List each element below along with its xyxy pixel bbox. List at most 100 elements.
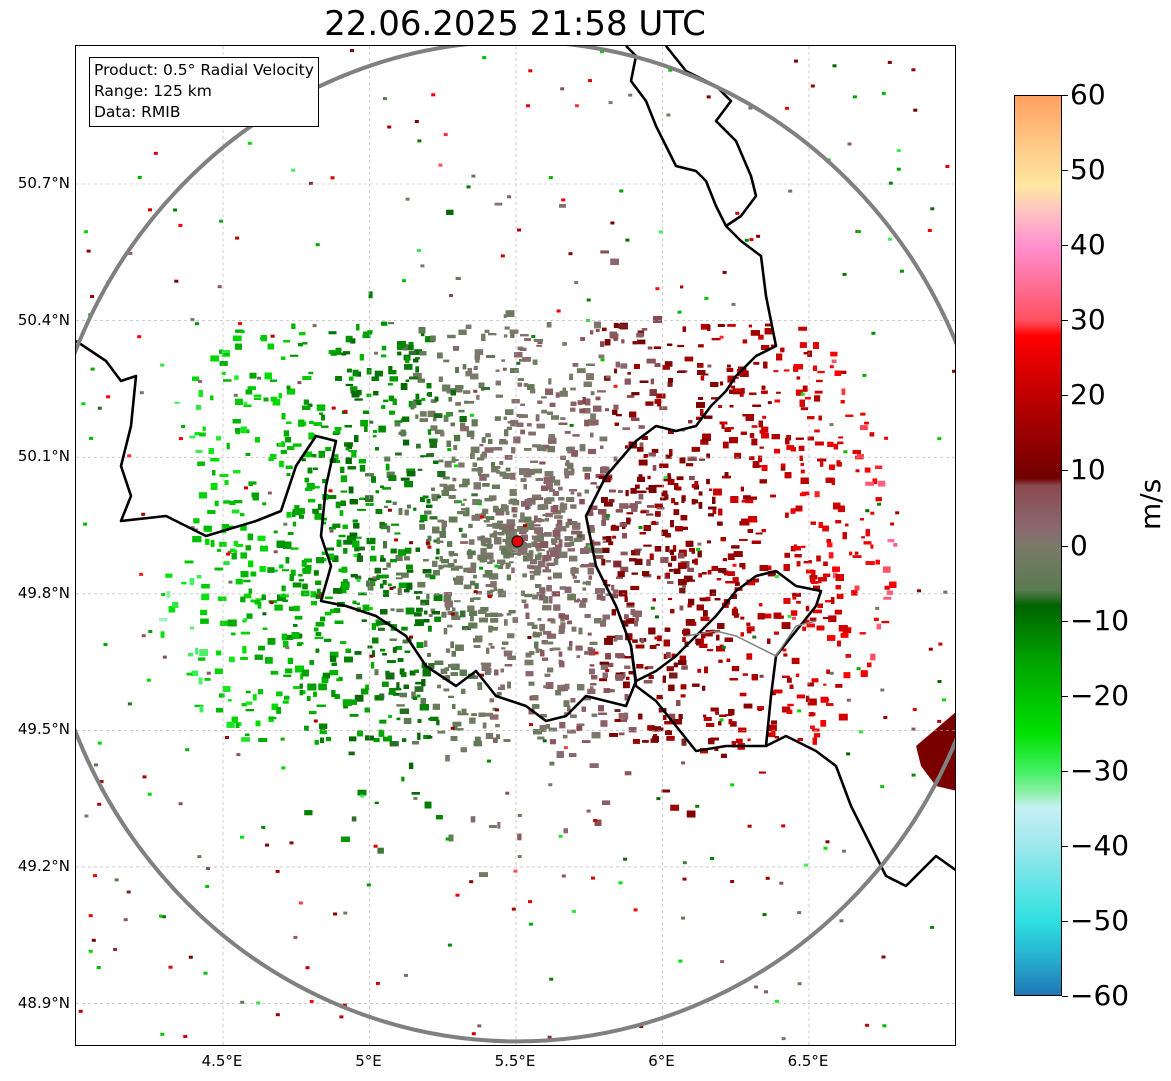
echo-gate <box>374 801 379 804</box>
echo-gate <box>626 605 635 608</box>
echo-gate <box>308 711 317 715</box>
echo-gate <box>614 368 618 374</box>
echo-gate <box>380 648 386 652</box>
echo-gate <box>654 546 662 552</box>
echo-gate <box>555 690 562 696</box>
echo-gate <box>730 721 737 727</box>
echo-gate <box>471 493 478 497</box>
echo-gate <box>547 445 555 453</box>
echo-gate <box>605 560 611 563</box>
echo-gate <box>394 420 403 423</box>
echo-gate <box>500 684 505 691</box>
echo-gate <box>420 514 428 521</box>
echo-gate <box>191 670 199 677</box>
echo-gate <box>374 370 383 377</box>
echo-gate <box>497 565 504 570</box>
echo-gate <box>800 469 805 474</box>
echo-gate <box>604 501 613 507</box>
echo-gate <box>343 704 348 709</box>
echo-gate <box>215 707 224 713</box>
echo-gate <box>747 738 751 742</box>
echo-gate <box>553 604 561 611</box>
echo-gate <box>673 509 680 516</box>
echo-gate <box>415 681 424 685</box>
echo-gate <box>838 436 844 439</box>
echo-gate <box>354 694 364 702</box>
echo-gate <box>882 566 891 573</box>
echo-gate <box>656 575 661 580</box>
echo-gate <box>347 466 357 470</box>
echo-gate <box>795 673 800 677</box>
echo-gate <box>372 434 377 438</box>
echo-gate <box>357 508 367 511</box>
echo-gate <box>602 476 611 483</box>
echo-gate <box>816 379 823 383</box>
echo-gate <box>787 703 794 707</box>
echo-gate <box>408 762 414 769</box>
echo-gate <box>802 385 808 392</box>
echo-gate <box>396 346 406 350</box>
echo-gate <box>570 491 575 495</box>
echo-gate <box>557 684 566 692</box>
echo-gate <box>490 581 497 588</box>
echo-gate <box>426 593 430 600</box>
echo-gate <box>396 717 401 721</box>
echo-gate <box>559 721 566 729</box>
echo-gate <box>733 606 737 613</box>
echo-gate <box>443 485 452 491</box>
echo-gate <box>455 276 461 280</box>
echo-gate <box>478 609 487 614</box>
echo-gate <box>833 443 839 450</box>
echo-gate <box>613 322 619 329</box>
echo-gate <box>582 466 592 472</box>
echo-gate <box>546 562 556 566</box>
echo-gate <box>718 659 723 663</box>
echo-gate <box>303 451 313 458</box>
echo-gate <box>727 375 736 383</box>
echo-gate <box>570 698 576 703</box>
echo-gate <box>397 588 402 596</box>
echo-gate <box>816 555 821 562</box>
echo-gate <box>282 700 289 704</box>
echo-gate <box>467 400 474 404</box>
echo-gate <box>254 654 263 660</box>
echo-gate <box>579 498 585 505</box>
echo-gate <box>386 562 391 568</box>
echo-gate <box>308 371 314 375</box>
echo-gate <box>601 327 607 332</box>
echo-gate <box>534 497 544 501</box>
echo-gate <box>676 476 684 481</box>
echo-gate <box>368 577 377 582</box>
echo-gate <box>624 378 631 385</box>
echo-gate <box>445 754 450 762</box>
echo-gate <box>396 704 405 707</box>
echo-gate <box>791 657 800 665</box>
echo-gate <box>294 615 303 620</box>
echo-gate <box>532 524 541 527</box>
echo-gate <box>814 390 823 394</box>
echo-gate <box>480 606 489 612</box>
echo-gate <box>485 433 491 438</box>
echo-gate <box>443 592 452 596</box>
echo-gate <box>309 420 314 425</box>
echo-gate <box>520 429 525 435</box>
echo-gate <box>381 405 386 409</box>
echo-gate <box>419 411 427 417</box>
radar-map[interactable] <box>75 45 956 1046</box>
echo-gate <box>722 441 729 449</box>
echo-gate <box>488 538 492 545</box>
echo-gate <box>474 675 479 679</box>
echo-gate <box>340 466 345 473</box>
echo-gate <box>463 390 471 394</box>
echo-gate <box>359 464 366 472</box>
echo-gate <box>597 390 606 393</box>
echo-gate <box>746 579 756 586</box>
echo-gate <box>837 441 844 445</box>
echo-gate <box>773 370 779 373</box>
echo-gate <box>602 800 611 805</box>
echo-gate <box>820 720 827 727</box>
echo-gate <box>776 391 781 394</box>
echo-gate <box>417 581 426 588</box>
echo-gate <box>436 548 440 555</box>
echo-gate <box>223 561 230 565</box>
